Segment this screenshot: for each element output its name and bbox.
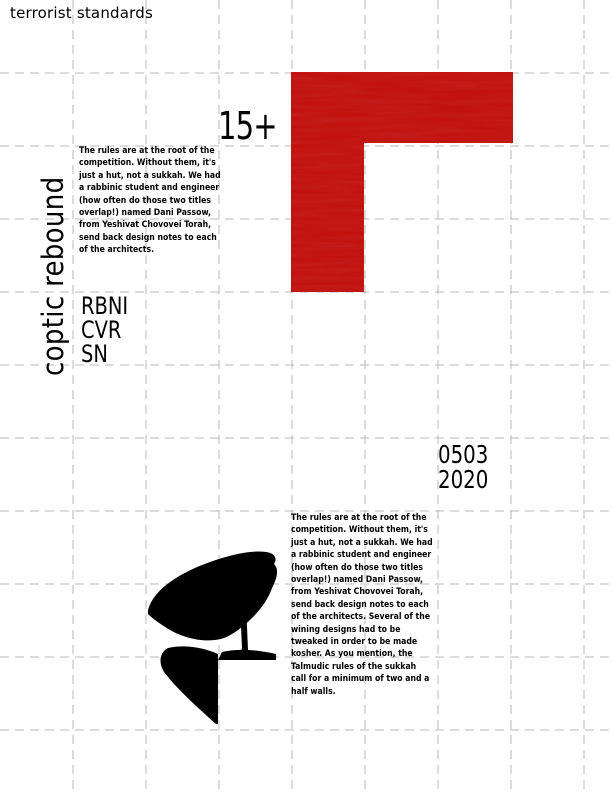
tree-silhouette — [148, 551, 278, 724]
code-line: RBNI — [81, 292, 129, 320]
date-block: 0503 2020 — [438, 442, 495, 492]
body-paragraph-top: The rules are at the root of the competi… — [79, 146, 221, 256]
red-texture-block — [291, 72, 513, 292]
code-block: RBNI CVR SN — [81, 294, 133, 366]
date-line-2: 2020 — [438, 465, 489, 494]
code-line: SN — [81, 340, 108, 368]
code-line: CVR — [81, 316, 122, 344]
date-line-1: 0503 — [438, 440, 489, 469]
vertical-title: coptic rebound — [36, 176, 70, 376]
count-badge: 15+ — [218, 104, 278, 148]
body-paragraph-bottom: The rules are at the root of the competi… — [291, 513, 433, 697]
page-header: terrorist standards — [10, 4, 153, 22]
